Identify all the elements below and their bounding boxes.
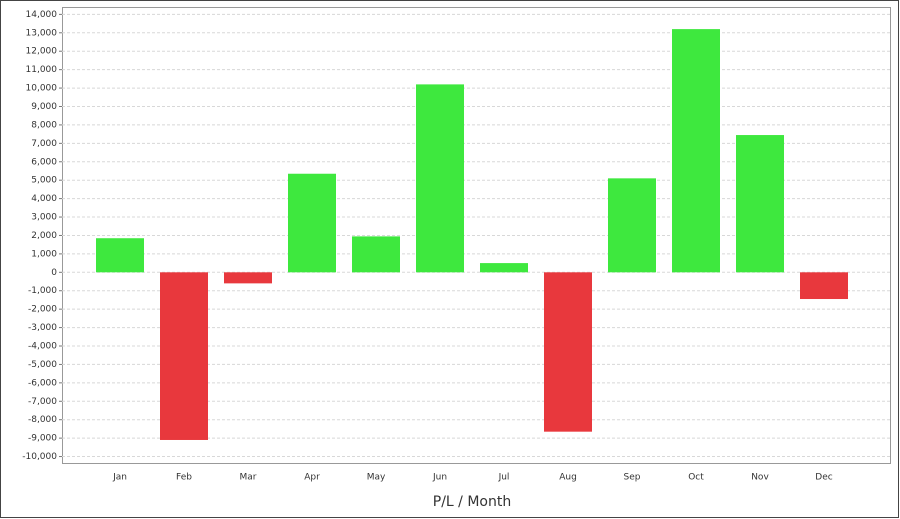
- y-tick-label: -8,000: [28, 415, 57, 425]
- y-tick-label: -10,000: [22, 452, 57, 462]
- y-tick-label: 7,000: [31, 139, 57, 149]
- bar: [480, 263, 528, 273]
- y-tick-label: -4,000: [28, 342, 57, 352]
- y-tick-label: 0: [51, 268, 57, 278]
- bar: [224, 272, 272, 284]
- y-tick-label: 1,000: [31, 249, 57, 259]
- y-tick-label: 3,000: [31, 213, 57, 223]
- y-tick-label: 10,000: [26, 84, 58, 94]
- x-tick-label: Apr: [304, 473, 320, 483]
- bar: [544, 272, 592, 432]
- y-tick-label: -1,000: [28, 286, 57, 296]
- y-tick-label: 9,000: [31, 102, 57, 112]
- y-tick-label: 4,000: [31, 194, 57, 204]
- bar: [672, 29, 720, 273]
- y-tick-label: 14,000: [26, 10, 58, 20]
- y-tick-label: 6,000: [31, 157, 57, 167]
- bar: [736, 135, 784, 273]
- bar: [96, 238, 144, 273]
- x-tick-label: Jan: [112, 473, 127, 483]
- x-tick-label: Sep: [624, 473, 641, 483]
- bar: [160, 272, 208, 440]
- y-tick-label: -3,000: [28, 323, 57, 333]
- y-tick-label: -6,000: [28, 378, 57, 388]
- y-tick-label: 12,000: [26, 47, 58, 57]
- x-tick-label: Dec: [815, 473, 832, 483]
- y-tick-label: 13,000: [26, 28, 58, 38]
- x-tick-label: Jun: [432, 473, 447, 483]
- y-tick-label: 11,000: [26, 65, 58, 75]
- bar: [416, 84, 464, 273]
- bar: [352, 236, 400, 273]
- x-tick-label: Aug: [559, 473, 577, 483]
- x-tick-label: Mar: [240, 473, 257, 483]
- y-tick-label: -5,000: [28, 360, 57, 370]
- y-tick-label: -9,000: [28, 434, 57, 444]
- x-axis-title: P/L / Month: [433, 494, 511, 510]
- x-tick-label: May: [367, 473, 386, 483]
- x-tick-label: Nov: [751, 473, 769, 483]
- bar: [288, 173, 336, 273]
- y-tick-label: -2,000: [28, 305, 57, 315]
- x-tick-label: Jul: [498, 473, 510, 483]
- bar: [608, 178, 656, 273]
- y-tick-label: -7,000: [28, 397, 57, 407]
- y-tick-label: 5,000: [31, 176, 57, 186]
- bar: [800, 272, 848, 300]
- x-tick-label: Feb: [176, 473, 192, 483]
- y-tick-label: 2,000: [31, 231, 57, 241]
- y-tick-label: 8,000: [31, 120, 57, 130]
- x-tick-label: Oct: [688, 473, 704, 483]
